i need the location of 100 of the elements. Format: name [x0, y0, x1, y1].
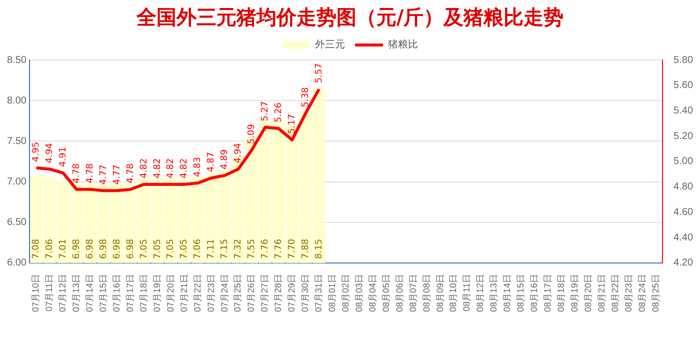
- x-tick-label: 07月26日: [246, 274, 256, 312]
- data-label: 7.05: [139, 238, 150, 259]
- x-tick-label: 07月23日: [206, 274, 216, 312]
- y2-tick-label: 5.00: [674, 156, 694, 168]
- data-label: 5.17: [287, 114, 298, 134]
- data-label: 4.78: [126, 163, 136, 184]
- y2-tick-label: 4.20: [674, 258, 694, 269]
- data-label: 4.82: [139, 158, 150, 178]
- data-label: 7.76: [274, 238, 284, 259]
- x-tick-label: 08月17日: [542, 274, 553, 312]
- data-label: 8.15: [314, 238, 324, 259]
- data-label: 4.94: [234, 142, 244, 164]
- data-label: 4.78: [72, 163, 82, 184]
- x-tick-label: 08月09日: [434, 274, 445, 312]
- data-label: 5.27: [260, 101, 271, 122]
- data-label: 4.78: [85, 163, 96, 184]
- x-tick-label: 08月04日: [367, 274, 378, 312]
- data-label: 6.98: [85, 238, 96, 259]
- x-tick-label: 07月24日: [219, 274, 230, 312]
- legend-label: 外三元: [315, 40, 345, 51]
- data-label: 7.01: [58, 238, 68, 259]
- x-tick-label: 08月19日: [569, 274, 580, 312]
- x-tick-label: 08月23日: [623, 274, 634, 312]
- y2-tick-label: 4.80: [674, 182, 694, 193]
- data-label: 4.82: [166, 158, 176, 178]
- data-label: 4.77: [112, 164, 122, 185]
- data-label: 7.06: [45, 238, 56, 259]
- data-label: 6.98: [126, 238, 136, 259]
- x-tick-label: 08月21日: [596, 274, 606, 312]
- x-tick-label: 07月21日: [178, 274, 189, 312]
- data-label: 4.94: [45, 142, 56, 164]
- y2-tick-label: 4.40: [674, 232, 694, 244]
- data-label: 7.76: [260, 238, 271, 259]
- x-tick-label: 07月29日: [286, 274, 297, 312]
- x-tick-label: 08月25日: [650, 274, 660, 312]
- data-label: 4.87: [206, 152, 217, 172]
- x-tick-label: 07月12日: [58, 274, 68, 312]
- data-label: 7.06: [193, 238, 204, 259]
- data-label: 5.09: [247, 124, 258, 144]
- x-tick-label: 08月22日: [610, 274, 620, 312]
- data-label: 4.91: [58, 146, 68, 167]
- x-tick-label: 07月16日: [112, 274, 122, 312]
- data-label: 5.26: [274, 102, 284, 123]
- x-tick-label: 08月01日: [327, 274, 338, 312]
- y2-tick-label: 5.40: [674, 105, 694, 116]
- x-tick-label: 08月06日: [394, 274, 404, 312]
- x-tick-label: 07月15日: [98, 274, 108, 312]
- x-tick-label: 08月07日: [408, 274, 418, 312]
- data-label: 4.82: [180, 158, 190, 178]
- x-tick-label: 07月30日: [300, 274, 310, 312]
- x-tick-label: 07月28日: [273, 274, 284, 312]
- y-tick-label: 6.50: [6, 217, 27, 228]
- x-tick-label: 08月18日: [556, 274, 566, 312]
- x-tick-label: 07月27日: [260, 274, 270, 312]
- x-tick-label: 07月20日: [165, 274, 176, 312]
- y2-tick-label: 5.80: [674, 54, 694, 66]
- x-tick-label: 07月19日: [152, 274, 162, 312]
- data-label: 7.11: [206, 238, 217, 259]
- x-tick-label: 07月14日: [84, 274, 95, 312]
- y-tick-label: 8.00: [6, 95, 27, 106]
- y-tick-label: 6.00: [6, 258, 27, 269]
- x-tick-label: 08月16日: [529, 274, 540, 312]
- data-label: 7.55: [247, 238, 258, 259]
- data-label: 7.88: [300, 238, 311, 259]
- x-tick-label: 08月20日: [582, 274, 593, 312]
- data-label: 4.77: [98, 164, 109, 185]
- x-tick-label: 07月25日: [232, 274, 243, 312]
- y2-tick-label: 5.60: [674, 80, 694, 92]
- x-tick-label: 07月13日: [71, 274, 82, 312]
- x-tick-label: 08月05日: [380, 274, 391, 312]
- legend-label: 猪粮比: [388, 38, 418, 51]
- data-label: 7.08: [32, 238, 42, 259]
- data-label: 7.32: [234, 238, 244, 259]
- y-tick-label: 8.50: [6, 54, 27, 66]
- data-label: 5.38: [300, 86, 311, 108]
- data-label: 7.15: [220, 238, 230, 259]
- data-label: 7.70: [287, 238, 298, 259]
- data-label: 4.82: [152, 158, 163, 178]
- x-tick-label: 08月15日: [516, 274, 526, 312]
- x-tick-label: 08月03日: [354, 274, 364, 312]
- x-tick-label: 07月11日: [44, 274, 54, 312]
- y-tick-label: 7.00: [6, 176, 27, 188]
- x-tick-label: 07月22日: [192, 274, 202, 312]
- data-label: 6.98: [112, 238, 122, 259]
- data-label: 7.05: [166, 238, 176, 259]
- x-tick-label: 08月08日: [421, 274, 432, 312]
- chart-title: 全国外三元猪均价走势图（元/斤）及猪粮比走势: [135, 4, 565, 30]
- x-tick-label: 08月13日: [488, 274, 499, 312]
- x-tick-label: 08月10日: [448, 274, 458, 312]
- data-label: 7.05: [180, 238, 190, 259]
- x-tick-label: 07月10日: [30, 274, 41, 312]
- data-label: 4.89: [220, 149, 230, 170]
- data-label: 6.98: [72, 238, 82, 259]
- data-label: 6.98: [98, 238, 109, 259]
- x-tick-label: 07月18日: [138, 274, 148, 312]
- x-tick-label: 08月24日: [636, 274, 647, 312]
- data-label: 5.57: [314, 63, 324, 84]
- y2-tick-label: 5.20: [674, 130, 694, 142]
- y2-tick-label: 4.60: [674, 206, 694, 218]
- x-tick-label: 07月31日: [314, 274, 324, 312]
